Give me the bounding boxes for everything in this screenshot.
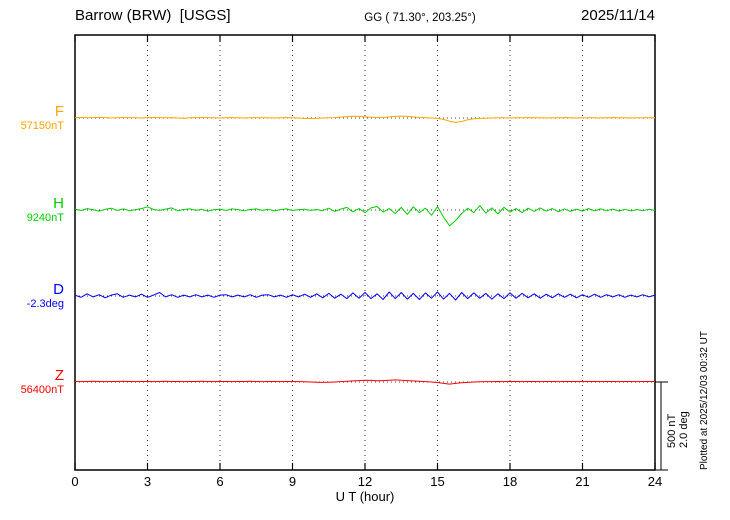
x-tick-label: 6 [216, 474, 223, 489]
plot-date: 2025/11/14 [581, 7, 655, 24]
channel-label-F: F 57150nT [2, 104, 64, 133]
channel-label-Z: Z 56400nT [2, 368, 64, 397]
x-axis-label: U T (hour) [336, 489, 395, 504]
x-tick-label: 15 [430, 474, 444, 489]
x-tick-label: 3 [144, 474, 151, 489]
scale-bar-deg-label: 2.0 deg [678, 411, 690, 448]
channel-name-F: F [54, 103, 64, 120]
plotted-at-label: Plotted at 2025/12/03 00:32 UT [699, 331, 710, 470]
channel-label-D: D -2.3deg [2, 282, 64, 311]
channel-name-H: H [53, 195, 64, 212]
plot-border [74, 34, 656, 471]
channel-baseline-H: 9240nT [26, 212, 64, 224]
x-tick-label: 18 [503, 474, 517, 489]
channel-name-D: D [53, 281, 64, 298]
scale-bar-nt-label: 500 nT [666, 413, 678, 448]
trace-Z [74, 379, 656, 385]
x-tick-label: 9 [289, 474, 296, 489]
x-tick-label: 12 [358, 474, 372, 489]
channel-baseline-Z: 56400nT [20, 384, 64, 396]
trace-H [74, 205, 656, 227]
x-tick-label: 0 [71, 474, 78, 489]
channel-label-H: H 9240nT [2, 196, 64, 225]
x-tick-label: 21 [575, 474, 589, 489]
channel-baseline-D: -2.3deg [26, 298, 64, 310]
channel-name-Z: Z [54, 367, 64, 384]
geographic-coordinates: GG ( 71.30°, 203.25°) [364, 12, 476, 24]
channel-baseline-F: 57150nT [20, 120, 64, 132]
trace-F [74, 115, 655, 123]
station-title: Barrow (BRW) [USGS] [75, 7, 231, 24]
trace-D [74, 291, 656, 301]
x-tick-label: 24 [648, 474, 662, 489]
